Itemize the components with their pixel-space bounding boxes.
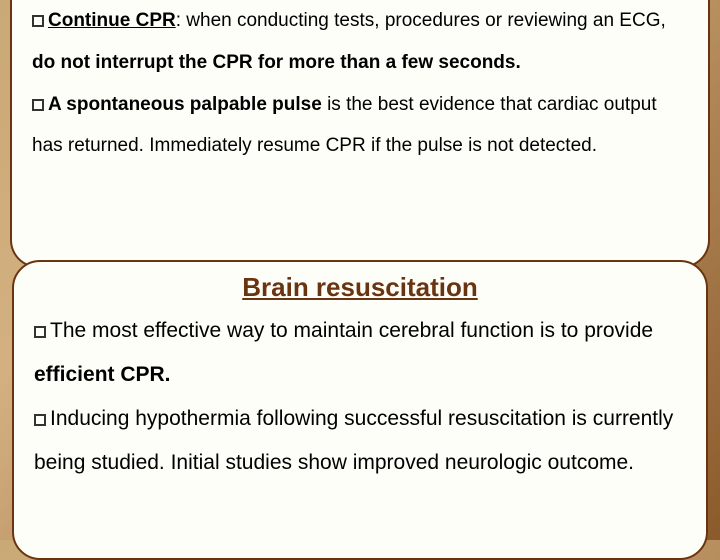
paragraph-continue-cpr: Continue CPR: when conducting tests, pro… [32,0,688,84]
body-text: The most effective way to maintain cereb… [50,319,653,342]
bold-text: efficient CPR. [34,363,171,386]
bullet-icon [32,15,44,27]
paragraph-efficient-cpr: The most effective way to maintain cereb… [34,309,686,397]
top-content-box: Continue CPR: when conducting tests, pro… [10,0,710,268]
section-heading: Brain resuscitation [34,272,686,303]
paragraph-palpable-pulse: A spontaneous palpable pulse is the best… [32,84,688,168]
lead-text: A spontaneous palpable pulse [48,94,322,115]
bullet-icon [34,414,46,426]
bullet-icon [32,99,44,111]
paragraph-hypothermia: Inducing hypothermia following successfu… [34,397,686,485]
lead-text: Continue CPR [48,10,176,31]
bold-text: do not interrupt the CPR for more than a… [32,52,521,73]
body-text: : when conducting tests, procedures or r… [176,10,666,31]
body-text: Inducing hypothermia following successfu… [34,407,673,474]
bottom-content-box: Brain resuscitation The most effective w… [12,260,708,560]
bullet-icon [34,326,46,338]
